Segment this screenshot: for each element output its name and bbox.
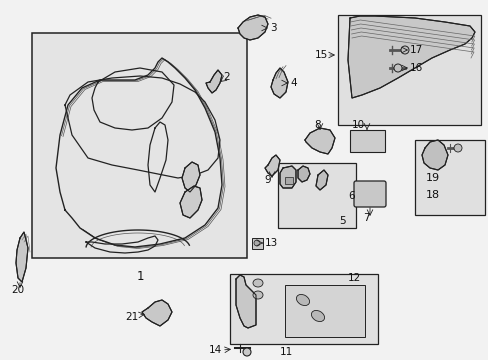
Polygon shape	[264, 155, 280, 176]
Text: 5: 5	[339, 216, 346, 226]
Bar	[229, 274, 377, 344]
Circle shape	[253, 240, 260, 246]
Ellipse shape	[252, 279, 263, 287]
Text: 17: 17	[409, 45, 423, 55]
Circle shape	[243, 348, 250, 356]
Polygon shape	[16, 232, 28, 282]
Polygon shape	[270, 68, 287, 98]
Text: 16: 16	[409, 63, 423, 73]
Bar	[285, 177, 292, 184]
Text: 18: 18	[425, 190, 439, 200]
Text: 14: 14	[208, 345, 222, 355]
Text: 11: 11	[280, 347, 293, 357]
Text: 20: 20	[11, 285, 24, 295]
Text: 10: 10	[351, 120, 364, 130]
Polygon shape	[315, 170, 327, 190]
Bar	[414, 140, 484, 215]
Polygon shape	[205, 70, 222, 93]
Text: 21: 21	[124, 312, 138, 322]
Bar	[337, 15, 480, 125]
Text: 8: 8	[314, 120, 321, 130]
Text: 9: 9	[264, 175, 271, 185]
Text: 13: 13	[264, 238, 278, 248]
Circle shape	[393, 64, 401, 72]
Polygon shape	[236, 275, 256, 328]
Polygon shape	[182, 162, 200, 192]
Text: 3: 3	[269, 23, 276, 33]
Polygon shape	[305, 128, 334, 154]
Ellipse shape	[311, 310, 324, 321]
FancyBboxPatch shape	[353, 181, 385, 207]
Ellipse shape	[296, 294, 309, 306]
Polygon shape	[347, 16, 474, 98]
Text: 19: 19	[425, 173, 439, 183]
Bar	[251, 238, 263, 249]
Text: 12: 12	[346, 273, 360, 283]
Text: 2: 2	[223, 72, 229, 82]
Text: 15: 15	[314, 50, 327, 60]
Circle shape	[400, 46, 408, 54]
Polygon shape	[280, 166, 295, 188]
Bar	[278, 163, 355, 228]
Polygon shape	[421, 140, 447, 170]
Polygon shape	[238, 15, 267, 40]
Bar	[32, 33, 246, 258]
Circle shape	[453, 144, 461, 152]
Polygon shape	[142, 300, 172, 326]
Text: 4: 4	[289, 78, 296, 88]
Polygon shape	[180, 186, 202, 218]
Text: 6: 6	[347, 191, 354, 201]
Text: 7: 7	[362, 213, 368, 223]
Ellipse shape	[252, 291, 263, 299]
Bar	[349, 130, 384, 152]
Text: 1: 1	[136, 270, 143, 283]
Bar	[285, 285, 364, 337]
Polygon shape	[297, 166, 309, 182]
